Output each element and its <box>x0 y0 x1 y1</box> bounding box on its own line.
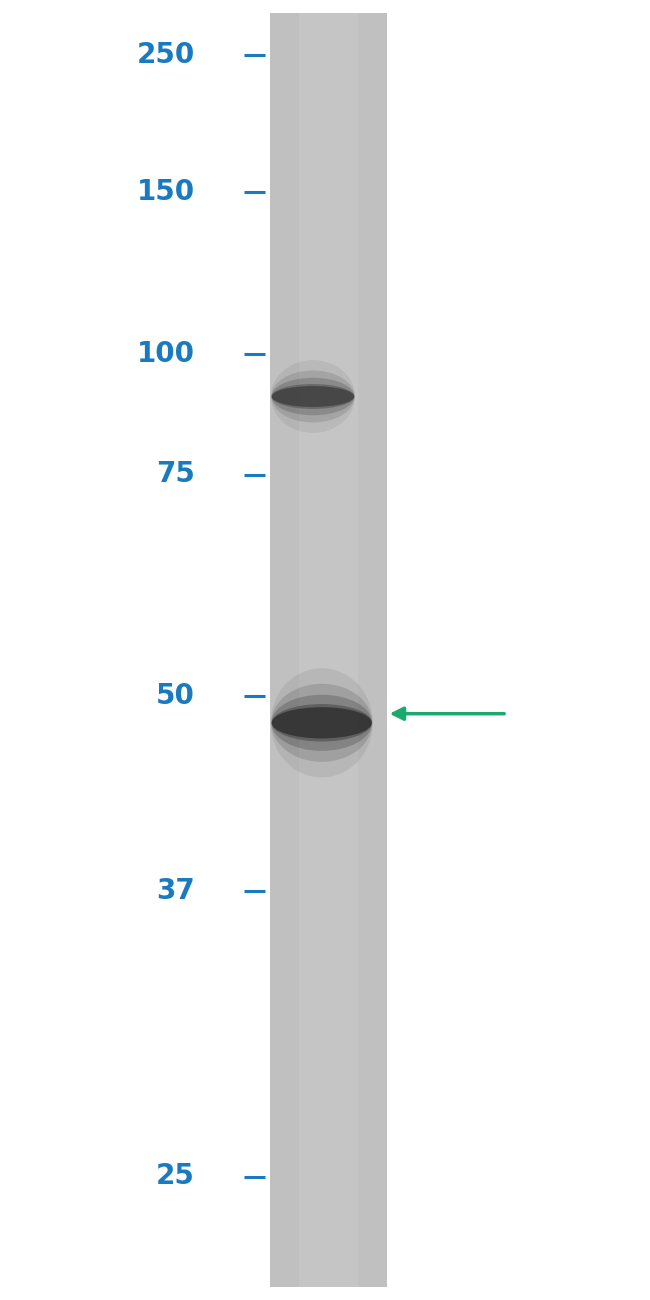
Ellipse shape <box>272 694 372 751</box>
Ellipse shape <box>272 707 372 738</box>
Bar <box>299 13 358 1287</box>
Text: 37: 37 <box>156 876 195 905</box>
Text: 75: 75 <box>156 460 195 489</box>
Bar <box>270 13 387 1287</box>
Ellipse shape <box>272 384 354 410</box>
Ellipse shape <box>270 668 373 777</box>
Text: 25: 25 <box>156 1162 195 1191</box>
Text: 150: 150 <box>137 178 195 207</box>
Text: 250: 250 <box>136 40 195 69</box>
Ellipse shape <box>271 684 372 762</box>
Text: 50: 50 <box>156 681 195 710</box>
Ellipse shape <box>271 370 355 422</box>
Ellipse shape <box>271 360 355 433</box>
Text: 100: 100 <box>137 339 195 368</box>
Ellipse shape <box>272 378 354 415</box>
Ellipse shape <box>272 386 354 407</box>
Ellipse shape <box>272 705 372 741</box>
